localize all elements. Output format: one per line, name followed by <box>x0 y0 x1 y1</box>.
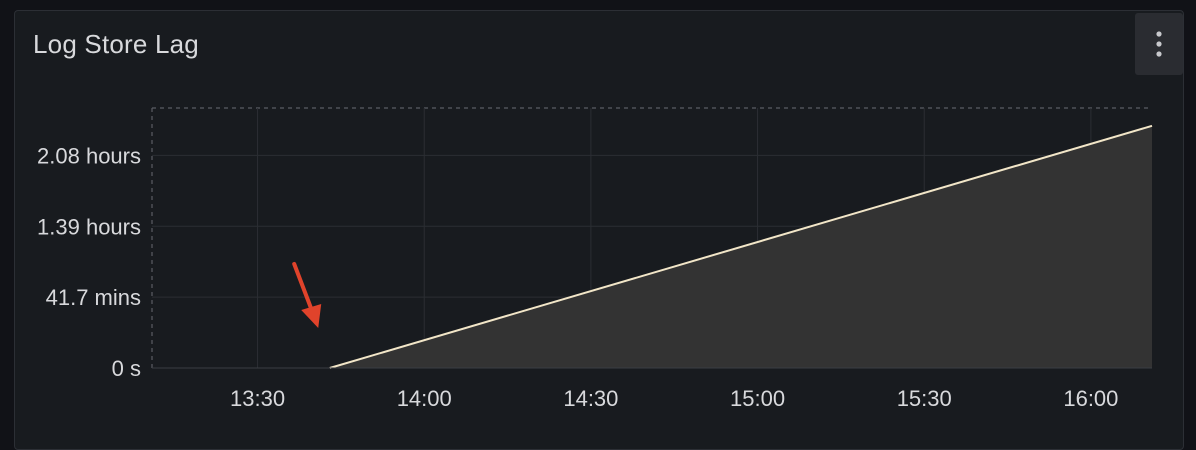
annotation-arrow-shaft <box>292 262 316 316</box>
x-tick-label: 14:30 <box>563 386 618 411</box>
series-line <box>329 124 1153 369</box>
y-tick-label: 41.7 mins <box>46 285 141 310</box>
x-tick-label: 13:30 <box>230 386 285 411</box>
x-tick-label: 14:00 <box>397 386 452 411</box>
lag-chart: 13:30 14:00 14:30 15:00 15:30 16:00 0 s 41.7 mi… <box>37 107 1153 411</box>
annotation-arrow-head <box>301 304 322 328</box>
x-tick-label: 15:30 <box>897 386 952 411</box>
x-tick-label: 15:00 <box>730 386 785 411</box>
y-tick-label: 0 s <box>112 356 141 381</box>
more-vertical-icon <box>1156 31 1162 57</box>
y-tick-label: 2.08 hours <box>37 143 141 168</box>
x-tick-label: 16:00 <box>1063 386 1118 411</box>
panel-title: Log Store Lag <box>33 29 199 59</box>
y-tick-label: 1.39 hours <box>37 214 141 239</box>
panel-menu-button[interactable] <box>1135 13 1183 75</box>
